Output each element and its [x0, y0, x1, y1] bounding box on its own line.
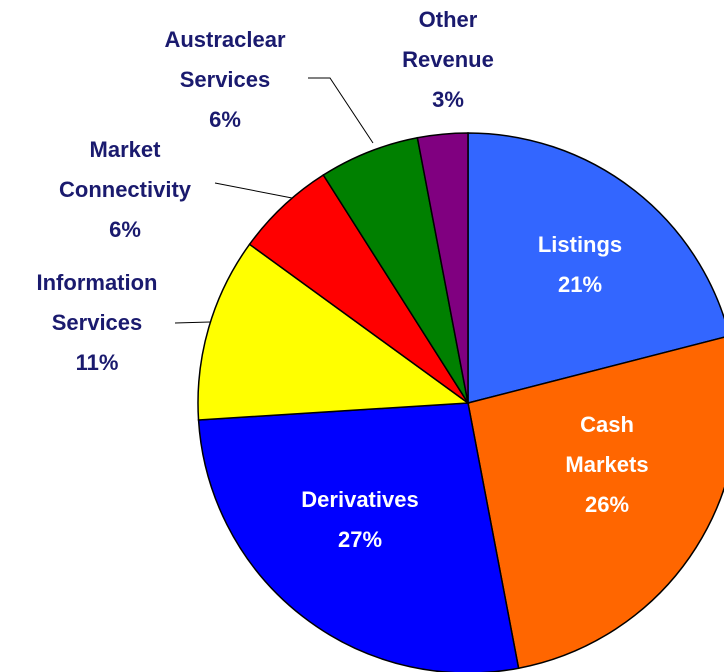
value-label: 6% [109, 217, 141, 242]
category-name: Market Connectivity [58, 137, 192, 202]
slice-label: Derivatives 27% [301, 480, 418, 560]
leader-line [174, 321, 211, 324]
value-label: 27% [337, 527, 383, 552]
pie-slice [197, 402, 520, 672]
pie-slice [467, 132, 724, 404]
category-name: Other Revenue [402, 7, 494, 72]
leader-line [214, 182, 293, 199]
slice-label: Listings 21% [538, 225, 622, 305]
category-name: Cash Markets [565, 412, 649, 477]
pie-slice [467, 336, 724, 670]
category-name: Information Services [36, 270, 158, 335]
slice-label: Austraclear Services 6% [164, 20, 285, 140]
value-label: 6% [209, 107, 241, 132]
slice-label: Market Connectivity 6% [59, 130, 191, 250]
value-label: 3% [432, 87, 464, 112]
pie-slice [416, 132, 469, 404]
value-label: 11% [75, 350, 119, 375]
slice-label: Cash Markets 26% [565, 405, 648, 525]
slice-label: Other Revenue 3% [402, 0, 494, 120]
pie-slice [197, 243, 471, 421]
category-name: Listings [537, 232, 623, 257]
category-name: Derivatives [301, 487, 419, 512]
value-label: 21% [557, 272, 603, 297]
leader-line [308, 77, 374, 144]
slice-label: Information Services 11% [37, 263, 158, 383]
category-name: Austraclear Services [164, 27, 286, 92]
value-label: 26% [584, 492, 630, 517]
